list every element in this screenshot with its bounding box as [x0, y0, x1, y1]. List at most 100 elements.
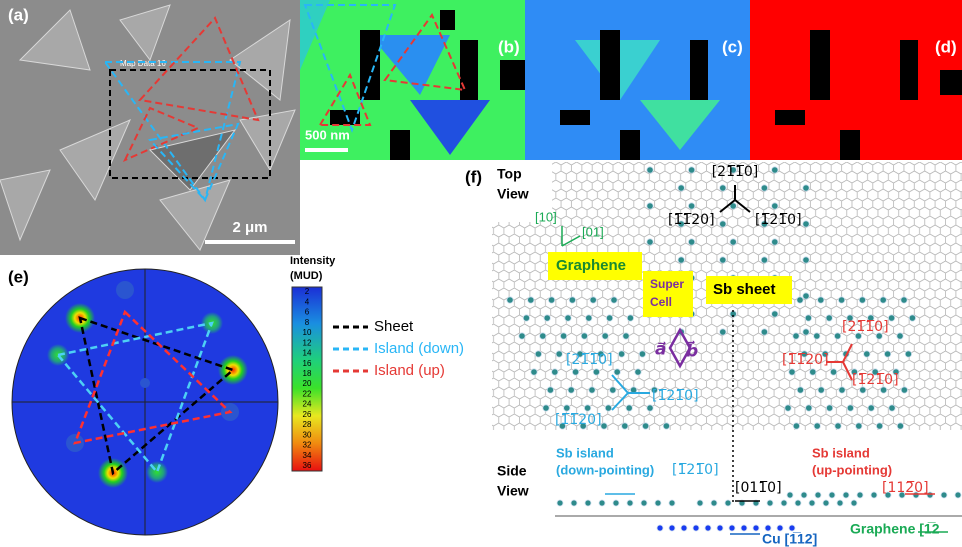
atom: [655, 500, 661, 506]
atom: [803, 329, 809, 335]
atom: [531, 369, 537, 375]
direction-label: [21̅1̅0]: [566, 352, 613, 368]
atom: [795, 500, 801, 506]
colorbar-tick-label: 20: [303, 379, 312, 388]
atom: [697, 500, 703, 506]
colorbar-tick-label: 14: [303, 349, 312, 358]
atom: [711, 500, 717, 506]
scale-label: 500 nm: [305, 127, 350, 142]
atom: [834, 333, 840, 339]
direction-label: [1̅1̅20]: [668, 212, 715, 228]
atom: [814, 333, 820, 339]
atom: [688, 203, 694, 209]
atom: [705, 525, 711, 531]
atom: [880, 297, 886, 303]
atom: [547, 387, 553, 393]
direction-label: [1̅21̅0]: [852, 372, 899, 388]
direction-label: [21̅1̅0]: [842, 319, 889, 335]
view-label: View: [497, 483, 529, 499]
atom: [888, 315, 894, 321]
atom: [803, 257, 809, 263]
atom: [693, 525, 699, 531]
atom: [859, 297, 865, 303]
panel-b: (b) 500 nm: [300, 0, 525, 160]
atom: [847, 405, 853, 411]
atom: [647, 239, 653, 245]
atom: [720, 257, 726, 263]
direction-label: [21̅1̅0]: [712, 164, 759, 180]
colorbar-tick-label: 28: [303, 420, 312, 429]
atom: [729, 525, 735, 531]
colorbar-tick-label: 12: [303, 338, 312, 347]
atom: [905, 351, 911, 357]
atom: [564, 405, 570, 411]
atom: [688, 167, 694, 173]
atom: [568, 387, 574, 393]
atom: [793, 423, 799, 429]
direction-label: [1̅21̅0]: [672, 462, 719, 478]
panel-label: (c): [722, 37, 743, 56]
direction-label: [011̅0]: [735, 480, 782, 496]
island-label: Sb island: [812, 445, 870, 460]
island-label: Sb island: [556, 445, 614, 460]
atom: [627, 315, 633, 321]
atom: [803, 293, 809, 299]
panel-label: (e): [8, 267, 29, 286]
atom: [876, 423, 882, 429]
atom: [720, 329, 726, 335]
atom: [610, 387, 616, 393]
atom: [523, 315, 529, 321]
colorbar-tick-label: 8: [305, 318, 310, 327]
atom: [720, 185, 726, 191]
atom: [601, 423, 607, 429]
colorbar-tick-label: 18: [303, 369, 312, 378]
atom: [678, 257, 684, 263]
atom: [797, 387, 803, 393]
atom: [909, 315, 915, 321]
atom: [626, 405, 632, 411]
direction-label: Cu [1̅12]: [762, 531, 817, 547]
atom: [642, 423, 648, 429]
atom: [789, 369, 795, 375]
atom: [830, 369, 836, 375]
colorbar-tick-label: 16: [303, 359, 312, 368]
atom: [838, 297, 844, 303]
colorbar-tick-label: 26: [303, 410, 312, 419]
atom: [857, 492, 863, 498]
legend-label: Sheet: [374, 318, 414, 335]
island-label: (down-pointing): [556, 462, 654, 477]
atom: [528, 297, 534, 303]
atom: [599, 500, 605, 506]
atom: [584, 405, 590, 411]
map-label: Map Data 16: [120, 59, 166, 68]
atom: [565, 315, 571, 321]
direction-label: [1̅21̅0]: [755, 212, 802, 228]
atom: [801, 492, 807, 498]
atom: [826, 315, 832, 321]
colorbar-tick-label: 36: [303, 461, 312, 470]
atom: [793, 333, 799, 339]
atom: [557, 500, 563, 506]
colorbar-tick-label: 24: [303, 400, 312, 409]
atom: [544, 315, 550, 321]
atom: [543, 405, 549, 411]
atom: [772, 311, 778, 317]
atom: [602, 333, 608, 339]
atom: [837, 500, 843, 506]
atom: [889, 405, 895, 411]
atom: [823, 500, 829, 506]
panel-c: (c): [525, 0, 750, 160]
atom: [897, 423, 903, 429]
atom: [829, 492, 835, 498]
atom: [611, 297, 617, 303]
atom: [681, 525, 687, 531]
atom: [618, 351, 624, 357]
figure: (a) Map Data 16 2 μm (b) 500 nm (c): [0, 0, 962, 547]
atom: [657, 525, 663, 531]
atom: [678, 185, 684, 191]
atom: [797, 297, 803, 303]
atom: [864, 351, 870, 357]
atom: [753, 525, 759, 531]
atom: [730, 239, 736, 245]
colorbar-unit: (MUD): [290, 270, 323, 282]
